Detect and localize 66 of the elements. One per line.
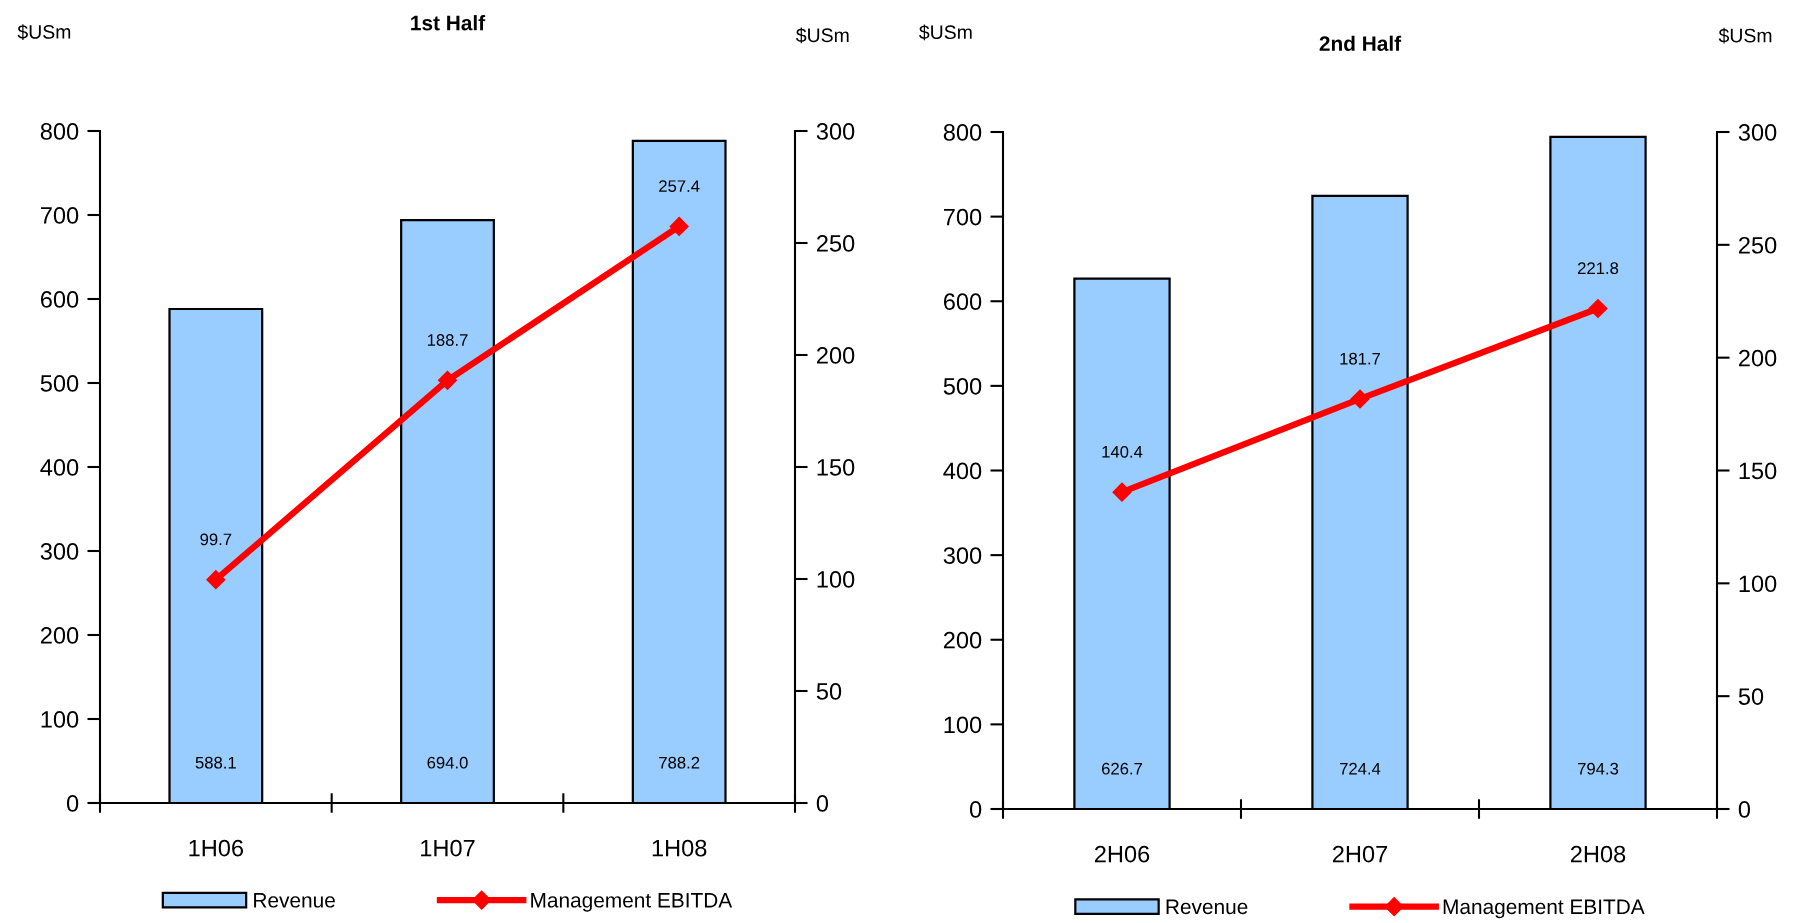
y-axis-title: $USm [17, 24, 71, 40]
point [1350, 389, 1370, 409]
chart-title: 2nd Half [1319, 35, 1402, 51]
y-tick-label: 0 [969, 801, 982, 818]
y-tick-label: 100 [944, 716, 982, 734]
x-tick-label: 1H06 [189, 839, 244, 857]
y-tick-label: 800 [40, 123, 79, 140]
y-tick-label: 300 [943, 547, 982, 564]
y2-tick-label: 200 [817, 347, 855, 364]
y2-tick-label: 250 [1739, 236, 1777, 254]
legend-label: Management EBITDA [1443, 899, 1645, 919]
y-tick-label: 500 [40, 375, 79, 392]
y-tick-label: 0 [66, 795, 79, 812]
y2-tick-label: 300 [1738, 124, 1777, 141]
y-tick-label: 300 [40, 543, 79, 560]
y2-tick-label: 50 [1738, 688, 1764, 705]
point [669, 216, 689, 236]
data-label: 724.4 [1340, 762, 1381, 775]
data-label: 99.7 [200, 533, 232, 546]
data-label: 794.3 [1578, 762, 1619, 775]
y2-tick-label: 100 [1739, 575, 1777, 593]
legend-label: Revenue [1166, 899, 1248, 915]
x-tick-label: 2H06 [1094, 845, 1150, 863]
y2-tick-label: 50 [816, 683, 842, 700]
y-tick-label: 400 [40, 459, 79, 476]
x-tick-label: 1H07 [421, 839, 475, 857]
y2-tick-label: 100 [817, 571, 855, 588]
y2-tick-label: 150 [817, 459, 855, 476]
point [206, 570, 226, 590]
y2-tick-label: 0 [1738, 801, 1751, 818]
data-label: 188.7 [427, 334, 468, 346]
y2-axis-title: $USm [1718, 27, 1772, 44]
y-tick-label: 400 [943, 462, 982, 480]
y-tick-label: 700 [40, 207, 79, 224]
data-label: 257.4 [659, 180, 700, 193]
x-tick-label: 1H08 [652, 839, 707, 857]
data-label: 140.4 [1102, 445, 1143, 458]
x-tick-label: 2H08 [1570, 845, 1626, 863]
y2-tick-label: 150 [1739, 462, 1777, 480]
y2-tick-label: 0 [816, 795, 829, 812]
y-tick-label: 200 [40, 627, 79, 644]
y2-tick-label: 300 [816, 123, 855, 140]
x-tick-label: 2H07 [1332, 845, 1388, 863]
y-tick-label: 800 [943, 124, 982, 141]
y-tick-label: 600 [943, 293, 982, 311]
data-label: 181.7 [1340, 352, 1381, 365]
legend-label: Management EBITDA [531, 893, 733, 912]
point [1112, 482, 1132, 502]
y-tick-label: 200 [943, 631, 982, 649]
y-tick-label: 600 [40, 291, 79, 308]
chart-title: 1st Half [411, 15, 486, 31]
y-tick-label: 500 [943, 377, 982, 395]
y-tick-label: 100 [41, 711, 79, 728]
data-label: 588.1 [195, 756, 236, 769]
legend-label: Revenue [254, 893, 335, 908]
y2-axis-title: $USm [796, 27, 849, 44]
data-label: 626.7 [1101, 762, 1143, 775]
y2-tick-label: 250 [817, 235, 855, 252]
point [1588, 298, 1608, 319]
y-axis-title: $USm [919, 24, 972, 41]
data-label: 788.2 [659, 756, 700, 769]
point [437, 370, 458, 390]
y-tick-label: 700 [943, 208, 982, 226]
data-label: 221.8 [1577, 262, 1619, 275]
y2-tick-label: 200 [1739, 349, 1777, 367]
data-label: 694.0 [427, 756, 468, 769]
